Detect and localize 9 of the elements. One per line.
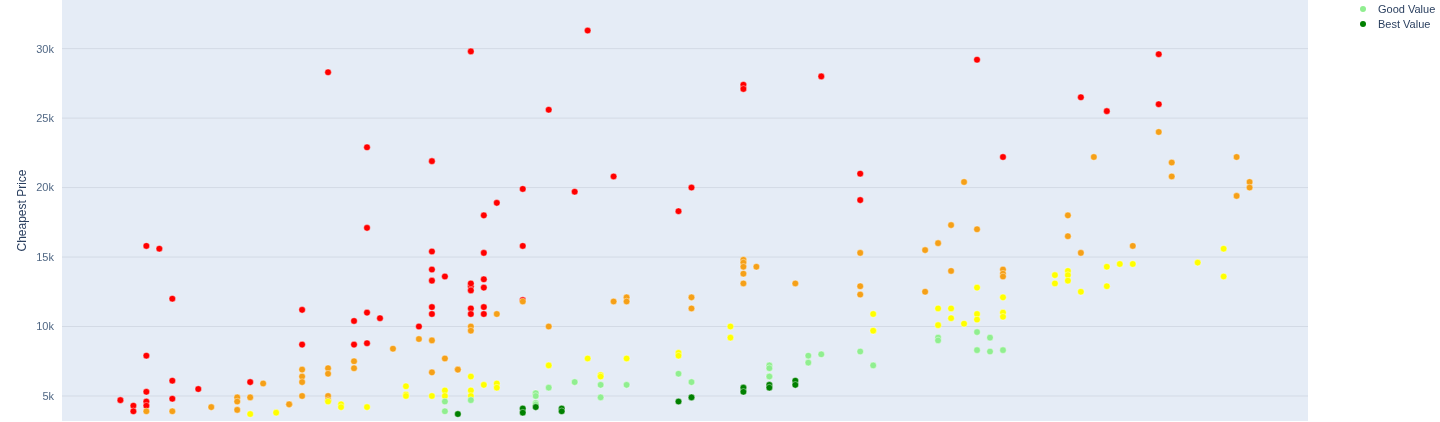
y-tick-label: 15k [36,250,55,263]
y-tick-label: 30k [36,42,55,55]
y-axis-title: Cheapest Price [15,169,30,252]
y-tick-label: 20k [36,181,55,194]
y-tick-label: 10k [36,320,55,333]
y-tick-label: 25k [36,112,55,125]
legend-label: Good Value [1378,2,1436,15]
legend-label: Best Value [1378,17,1431,30]
y-tick-label: 5k [42,389,55,402]
